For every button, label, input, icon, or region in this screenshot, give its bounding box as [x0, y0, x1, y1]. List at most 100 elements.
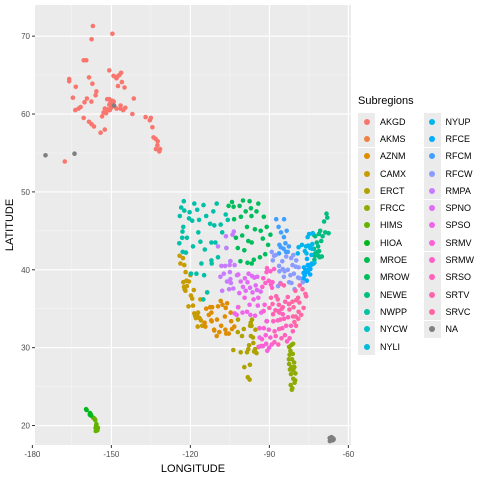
point-aznm	[223, 305, 228, 311]
plot-panel	[35, 5, 351, 445]
point-akgd	[115, 83, 121, 89]
x-tick-label: -120	[182, 450, 199, 459]
point-srmv	[262, 302, 267, 308]
legend-label: AKGD	[380, 116, 406, 127]
point-rmpa	[224, 279, 230, 284]
point-rfcw	[291, 252, 296, 258]
legend-key	[358, 199, 375, 217]
legend-item-nwpp: NWPP	[358, 303, 410, 321]
legend-item-na: NA	[423, 320, 475, 338]
legend-item-srtv: SRTV	[423, 286, 475, 304]
point-erct	[235, 317, 241, 322]
legend-label: SRMV	[445, 237, 472, 248]
legend-key	[423, 165, 441, 183]
point-mrow	[262, 251, 268, 257]
x-tick-label: -180	[24, 450, 41, 459]
point-srvc	[291, 304, 296, 310]
point-mrow	[237, 203, 242, 209]
point-camx	[183, 288, 188, 294]
point-camx	[189, 296, 195, 301]
point-srvc	[300, 286, 305, 292]
point-rfcw	[270, 258, 276, 263]
point-akgd	[131, 96, 137, 101]
point-srmv	[268, 335, 273, 340]
point-erct	[231, 347, 236, 353]
point-na	[330, 436, 336, 442]
point-aznm	[222, 314, 228, 319]
point-aznm	[228, 318, 234, 324]
point-spso	[252, 313, 258, 319]
point-srmw	[264, 269, 269, 275]
point-akgd	[117, 72, 122, 78]
point-srvc	[298, 312, 304, 318]
point-nwpp	[209, 240, 214, 245]
point-srvc	[286, 301, 292, 307]
point-nwpp	[183, 250, 189, 255]
legend-label: HIMS	[380, 220, 403, 231]
point-hioa	[83, 406, 89, 412]
point-newe	[318, 238, 324, 244]
point-aznm	[212, 328, 217, 333]
point-mrow	[229, 199, 235, 205]
x-axis-title: LONGITUDE	[161, 463, 225, 475]
point-spno	[245, 279, 250, 285]
point-srmv	[259, 336, 265, 342]
legend-label: FRCC	[380, 203, 405, 214]
y-tick-label: 60	[21, 110, 30, 119]
legend-key	[423, 268, 441, 286]
point-newe	[319, 254, 325, 259]
point-mrow	[257, 254, 263, 260]
point-srmv	[263, 332, 269, 338]
legend-key	[423, 234, 441, 252]
point-newe	[321, 219, 327, 224]
legend-item-mroe: MROE	[358, 251, 410, 269]
legend-dot-icon	[429, 257, 435, 264]
point-nwpp	[225, 217, 231, 223]
point-nwpp	[180, 229, 185, 234]
point-rfcw	[296, 265, 301, 270]
point-spno	[242, 276, 248, 281]
legend-item-rmpa: RMPA	[423, 182, 475, 200]
point-akgd	[73, 84, 79, 90]
legend-item-newe: NEWE	[358, 286, 410, 304]
point-frcc	[286, 344, 292, 350]
point-srso	[279, 336, 284, 341]
legend-key	[358, 165, 375, 183]
point-srvc	[287, 307, 292, 312]
point-srso	[288, 323, 294, 329]
point-erct	[247, 377, 252, 382]
point-srtv	[270, 301, 275, 307]
legend-key	[358, 182, 375, 200]
point-mrow	[245, 260, 250, 266]
legend-label: NYCW	[380, 324, 408, 335]
legend-key	[423, 199, 441, 217]
point-mrow	[251, 257, 257, 263]
point-nwpp	[178, 205, 184, 210]
point-mrow	[238, 258, 243, 264]
legend-label: SRMW	[445, 255, 475, 266]
point-rmpa	[219, 263, 224, 269]
point-nwpp	[179, 235, 185, 241]
legend-key	[358, 320, 375, 338]
legend-dot-icon	[363, 326, 370, 333]
point-spso	[251, 297, 256, 302]
legend-dot-icon	[429, 326, 435, 333]
point-na	[43, 153, 48, 158]
point-erct	[251, 340, 256, 346]
legend-dot-icon	[429, 222, 435, 229]
point-srso	[281, 316, 287, 322]
point-akgd	[118, 106, 123, 111]
legend-item-camx: CAMX	[358, 165, 410, 183]
legend-item-spso: SPSO	[423, 216, 475, 234]
point-rmpa	[221, 271, 227, 277]
point-akgd	[89, 99, 94, 104]
point-akgd	[91, 124, 97, 129]
point-srvc	[293, 288, 298, 294]
point-spno	[249, 273, 255, 279]
point-akgd	[81, 115, 86, 121]
point-spso	[242, 295, 247, 301]
legend-key	[358, 268, 375, 286]
legend-key	[358, 130, 375, 148]
point-srmw	[271, 266, 277, 272]
